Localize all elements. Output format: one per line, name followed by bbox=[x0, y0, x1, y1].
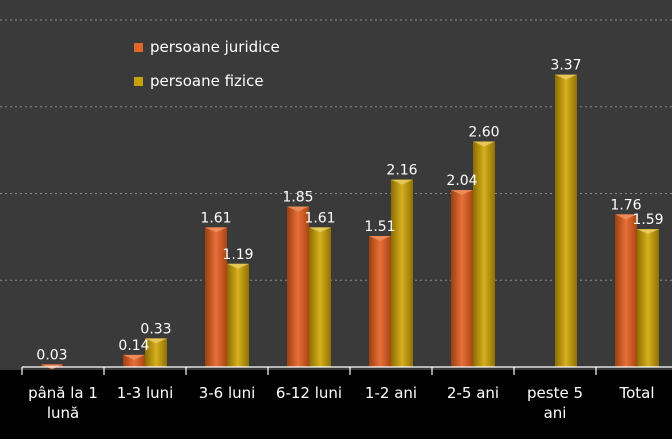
x-axis bbox=[21, 366, 672, 375]
x-tick-label: 6-12 luni bbox=[276, 384, 342, 402]
bar-juridice bbox=[451, 190, 473, 367]
data-label: 2.16 bbox=[386, 163, 417, 179]
x-tick-label: peste 5 ani bbox=[527, 384, 583, 422]
legend-swatch bbox=[134, 43, 143, 52]
bar-fizice bbox=[227, 263, 249, 367]
x-tick-label: Total bbox=[618, 384, 654, 402]
bar-fizice bbox=[145, 338, 167, 367]
data-label: 3.37 bbox=[550, 58, 581, 74]
x-tick-label: până la 1 lună bbox=[28, 384, 98, 422]
x-tick-label: 1-3 luni bbox=[117, 384, 174, 402]
data-label: 2.04 bbox=[446, 173, 477, 189]
x-tick-labels: până la 1 lună 1-3 luni 3-6 luni 6-12 luni 1-… bbox=[28, 384, 654, 422]
data-label: 1.19 bbox=[222, 247, 253, 263]
data-label: 1.61 bbox=[304, 210, 335, 226]
bar-fizice bbox=[473, 141, 495, 367]
bar-juridice bbox=[287, 206, 309, 367]
data-label: 1.61 bbox=[200, 210, 231, 226]
bars bbox=[41, 74, 659, 370]
bar-juridice bbox=[369, 236, 391, 367]
data-label: 1.51 bbox=[364, 219, 395, 235]
legend-swatch bbox=[134, 77, 143, 86]
bar-juridice bbox=[205, 227, 227, 367]
data-label: 0.14 bbox=[118, 338, 149, 354]
bar-fizice bbox=[555, 74, 577, 367]
legend: persoane juridice persoane fizice bbox=[134, 38, 280, 90]
data-label: 0.33 bbox=[140, 321, 171, 337]
bar-fizice bbox=[309, 227, 331, 367]
bar-juridice bbox=[123, 354, 145, 367]
bar-juridice bbox=[615, 214, 637, 367]
x-tick-label: 1-2 ani bbox=[365, 384, 417, 402]
data-label: 1.76 bbox=[610, 197, 641, 213]
data-label: 0.03 bbox=[36, 347, 67, 363]
bar-fizice bbox=[637, 229, 659, 367]
data-labels: 0.03 0.14 1.61 1.85 1.51 2.04 1.76 0.33 1.19 1.61… bbox=[36, 58, 663, 364]
data-label: 1.85 bbox=[282, 190, 313, 206]
x-tick-label: 2-5 ani bbox=[447, 384, 499, 402]
legend-label: persoane fizice bbox=[150, 72, 264, 90]
data-label: 2.60 bbox=[468, 124, 499, 140]
data-label: 1.59 bbox=[632, 212, 663, 228]
legend-label: persoane juridice bbox=[150, 38, 280, 56]
x-tick-label: 3-6 luni bbox=[199, 384, 256, 402]
bar-fizice bbox=[391, 179, 413, 367]
